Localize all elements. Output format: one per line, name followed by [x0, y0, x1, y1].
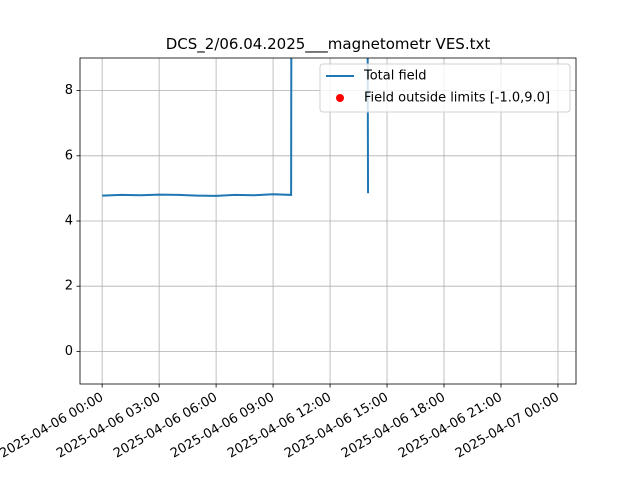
axes-frame: [79, 57, 577, 385]
plot-area: [102, 58, 370, 197]
y-tick-label: 6: [65, 148, 73, 163]
data-line: [102, 58, 370, 197]
y-tick-label: 8: [65, 83, 73, 98]
legend-marker: [336, 94, 344, 102]
legend-box: [319, 63, 571, 113]
legend-label: Field outside limits [-1.0,9.0]: [364, 91, 550, 106]
y-tick-label: 0: [65, 344, 73, 359]
chart-title: DCS_2/06.04.2025___magnetometr VES.txt: [166, 35, 491, 54]
y-tick-label: 4: [65, 214, 73, 229]
legend-label: Total field: [363, 69, 427, 84]
y-tick-label: 2: [65, 279, 73, 294]
